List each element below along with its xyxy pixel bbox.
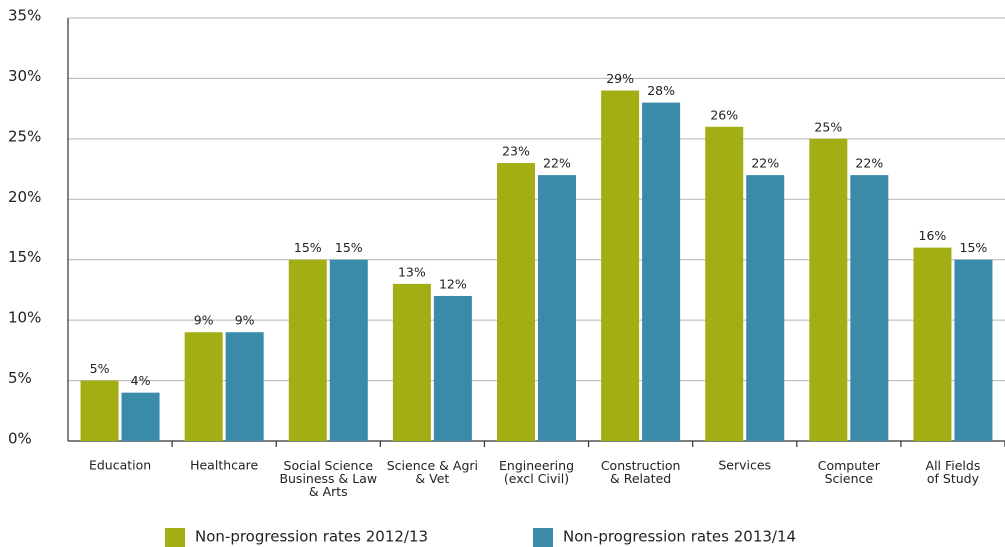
x-tick-label: Science & Agri & Vet [387, 458, 478, 486]
x-tick-label: Engineering (excl Civil) [499, 458, 574, 486]
y-tick-label: 0% [8, 430, 32, 448]
value-label: 26% [710, 107, 738, 122]
value-label: 23% [502, 144, 530, 159]
value-label: 29% [606, 71, 634, 86]
x-tick-label: Services [718, 458, 771, 473]
bar [329, 259, 368, 441]
value-label: 15% [294, 240, 322, 255]
value-label: 22% [543, 156, 571, 171]
value-label: 4% [131, 373, 151, 388]
x-tick-label: Construction & Related [601, 458, 681, 486]
legend-label: Non-progression rates 2012/13 [195, 528, 428, 546]
bar [225, 332, 264, 441]
bar [184, 332, 223, 441]
bar [497, 163, 535, 441]
bar [746, 175, 785, 441]
bar [80, 380, 119, 441]
value-label: 12% [439, 276, 467, 291]
x-tick-label: Computer Science [818, 458, 881, 486]
bar [850, 175, 889, 441]
y-tick-label: 10% [8, 309, 41, 327]
value-label: 13% [398, 264, 426, 279]
x-tick-label: All Fields of Study [926, 458, 981, 486]
value-label: 15% [335, 240, 363, 255]
legend-label: Non-progression rates 2013/14 [563, 528, 796, 546]
bar [288, 259, 327, 441]
y-tick-label: 35% [8, 7, 41, 25]
value-label: 15% [960, 240, 988, 255]
bar [642, 102, 681, 441]
y-tick-label: 15% [8, 248, 41, 266]
bar [121, 392, 160, 441]
value-label: 5% [90, 361, 110, 376]
value-label: 9% [194, 313, 214, 328]
bar [809, 138, 848, 441]
bar [954, 259, 993, 441]
bar [433, 295, 472, 441]
value-label: 25% [814, 119, 842, 134]
value-label: 22% [855, 156, 883, 171]
value-label: 22% [751, 156, 779, 171]
x-tick-label: Healthcare [190, 458, 258, 473]
value-label: 28% [647, 83, 675, 98]
bar [538, 175, 576, 441]
y-tick-label: 20% [8, 188, 41, 206]
bar [601, 90, 640, 441]
bar [392, 283, 431, 441]
bar [913, 247, 952, 441]
legend-swatch [165, 528, 185, 547]
y-tick-label: 5% [8, 369, 32, 387]
value-label: 9% [235, 313, 255, 328]
value-label: 16% [919, 228, 947, 243]
legend-swatch [533, 528, 553, 547]
bar [705, 126, 744, 442]
y-tick-label: 30% [8, 67, 41, 85]
y-tick-label: 25% [8, 127, 41, 145]
x-tick-label: Social Science Business & Law & Arts [279, 458, 377, 499]
x-tick-label: Education [89, 458, 151, 473]
